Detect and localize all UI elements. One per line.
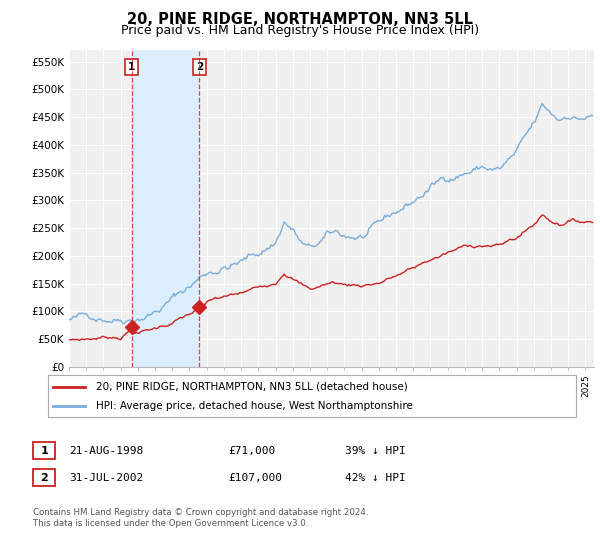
Text: 2: 2 <box>40 473 48 483</box>
Text: 2: 2 <box>196 62 203 72</box>
Text: £107,000: £107,000 <box>228 473 282 483</box>
Text: £71,000: £71,000 <box>228 446 275 456</box>
Text: HPI: Average price, detached house, West Northamptonshire: HPI: Average price, detached house, West… <box>95 401 412 411</box>
Text: 42% ↓ HPI: 42% ↓ HPI <box>345 473 406 483</box>
Text: Price paid vs. HM Land Registry's House Price Index (HPI): Price paid vs. HM Land Registry's House … <box>121 24 479 37</box>
Text: 21-AUG-1998: 21-AUG-1998 <box>69 446 143 456</box>
Text: 1: 1 <box>40 446 48 456</box>
Text: 39% ↓ HPI: 39% ↓ HPI <box>345 446 406 456</box>
Text: 31-JUL-2002: 31-JUL-2002 <box>69 473 143 483</box>
Text: Contains HM Land Registry data © Crown copyright and database right 2024.
This d: Contains HM Land Registry data © Crown c… <box>33 508 368 528</box>
Text: 20, PINE RIDGE, NORTHAMPTON, NN3 5LL: 20, PINE RIDGE, NORTHAMPTON, NN3 5LL <box>127 12 473 27</box>
Bar <box>131 50 199 367</box>
Text: 1: 1 <box>128 62 135 72</box>
Text: 20, PINE RIDGE, NORTHAMPTON, NN3 5LL (detached house): 20, PINE RIDGE, NORTHAMPTON, NN3 5LL (de… <box>95 381 407 391</box>
